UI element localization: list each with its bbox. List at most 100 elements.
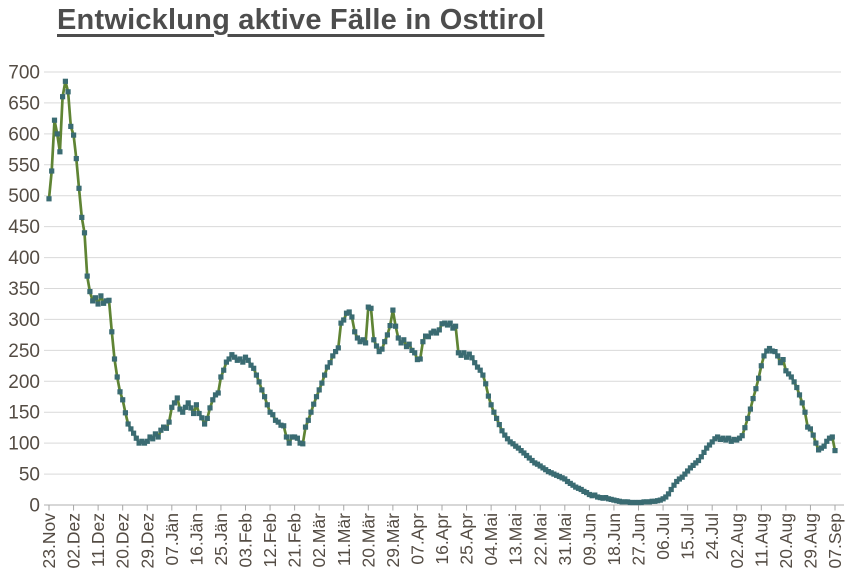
data-point-marker — [794, 384, 800, 391]
data-point-marker — [635, 499, 642, 506]
data-point-marker — [79, 214, 85, 220]
data-point-marker — [695, 457, 702, 464]
data-point-marker — [584, 490, 590, 496]
data-point-marker — [218, 374, 224, 380]
data-point-marker — [821, 443, 827, 449]
x-axis-label: 12.Feb — [260, 513, 280, 567]
x-axis-label: 29.Mär — [383, 513, 403, 568]
data-point-marker — [564, 478, 571, 485]
x-axis-label: 27.Jun — [629, 513, 649, 566]
data-point-marker — [657, 497, 663, 503]
data-point-marker — [360, 337, 366, 343]
data-point-marker — [354, 335, 360, 341]
x-axis-label: 20.Dez — [113, 513, 133, 568]
y-axis-label: 350 — [8, 279, 40, 300]
x-axis-label: 11.Aug — [751, 513, 771, 567]
data-point-marker — [193, 402, 199, 408]
data-point-marker — [141, 440, 148, 446]
data-point-marker — [316, 387, 322, 393]
data-point-marker — [46, 196, 52, 202]
data-point-marker — [753, 386, 759, 392]
data-point-marker — [796, 392, 803, 398]
data-point-marker — [264, 402, 270, 408]
data-point-marker — [600, 495, 606, 501]
y-axis-label: 50 — [19, 465, 40, 486]
data-point-marker — [534, 461, 541, 467]
data-point-marker — [818, 445, 824, 451]
data-point-marker — [311, 401, 317, 407]
data-point-marker — [671, 482, 677, 488]
x-axis-label: 25.Jän — [211, 513, 231, 566]
data-point-marker — [338, 320, 344, 326]
data-point-marker — [575, 485, 582, 491]
data-point-marker — [674, 478, 680, 485]
data-point-marker — [832, 448, 838, 454]
data-point-marker — [343, 310, 350, 316]
data-point-marker — [447, 320, 453, 326]
data-point-marker — [529, 457, 535, 464]
data-point-marker — [472, 360, 478, 366]
data-point-marker — [524, 452, 530, 459]
data-point-marker — [275, 419, 281, 425]
data-point-marker — [283, 434, 289, 440]
data-point-marker — [764, 348, 770, 354]
x-axis-label: 31.Mai — [555, 513, 575, 566]
data-point-marker — [548, 470, 554, 476]
data-point-marker — [581, 488, 587, 494]
data-point-marker — [188, 405, 194, 411]
data-point-marker — [346, 309, 352, 315]
data-point-marker — [802, 409, 808, 415]
y-axis-label: 500 — [8, 186, 40, 207]
data-point-marker — [605, 496, 612, 502]
x-axis-label: 11.Dez — [88, 513, 108, 567]
data-point-marker — [128, 426, 134, 432]
data-point-marker — [65, 89, 71, 95]
data-point-marker — [826, 435, 833, 441]
y-axis-label: 100 — [8, 434, 40, 455]
data-point-marker — [537, 463, 543, 469]
data-point-marker — [805, 424, 811, 430]
data-point-marker — [373, 343, 380, 349]
data-point-marker — [543, 467, 549, 473]
x-axis-label: 15.Jul — [678, 513, 698, 560]
data-point-marker — [207, 405, 213, 411]
data-point-marker — [131, 430, 137, 436]
y-axis-label: 400 — [8, 248, 40, 269]
data-point-marker — [272, 417, 279, 423]
data-point-marker — [483, 381, 489, 387]
data-point-marker — [199, 415, 205, 421]
y-axis-label: 650 — [8, 93, 40, 114]
data-point-marker — [556, 473, 562, 480]
data-point-marker — [786, 371, 792, 377]
y-axis-label: 150 — [8, 403, 40, 424]
data-point-marker — [376, 349, 382, 355]
data-point-marker — [611, 497, 617, 503]
data-point-marker — [551, 471, 557, 477]
data-point-marker — [742, 425, 748, 431]
data-point-marker — [824, 438, 830, 444]
data-point-marker — [466, 351, 472, 357]
data-point-marker — [428, 330, 434, 336]
data-point-marker — [747, 406, 753, 412]
data-point-marker — [597, 495, 603, 501]
data-point-marker — [191, 410, 197, 417]
data-point-marker — [644, 499, 650, 505]
x-axis-label: 20.Mär — [358, 513, 378, 568]
data-point-marker — [210, 397, 216, 403]
x-axis-label: 24.Jul — [702, 513, 722, 560]
data-point-marker — [698, 454, 704, 460]
y-axis-label: 550 — [8, 155, 40, 176]
data-point-marker — [166, 419, 172, 425]
data-point-marker — [469, 355, 475, 361]
data-point-marker — [92, 295, 98, 301]
data-point-marker — [545, 469, 551, 475]
data-point-marker — [526, 455, 532, 461]
data-point-marker — [109, 329, 115, 335]
data-point-marker — [144, 438, 150, 444]
data-point-marker — [641, 499, 647, 505]
x-axis-label: 23.Nov — [39, 513, 59, 569]
data-point-marker — [521, 450, 527, 456]
data-point-marker — [559, 475, 565, 481]
data-point-marker — [649, 498, 655, 504]
data-point-marker — [242, 354, 249, 360]
